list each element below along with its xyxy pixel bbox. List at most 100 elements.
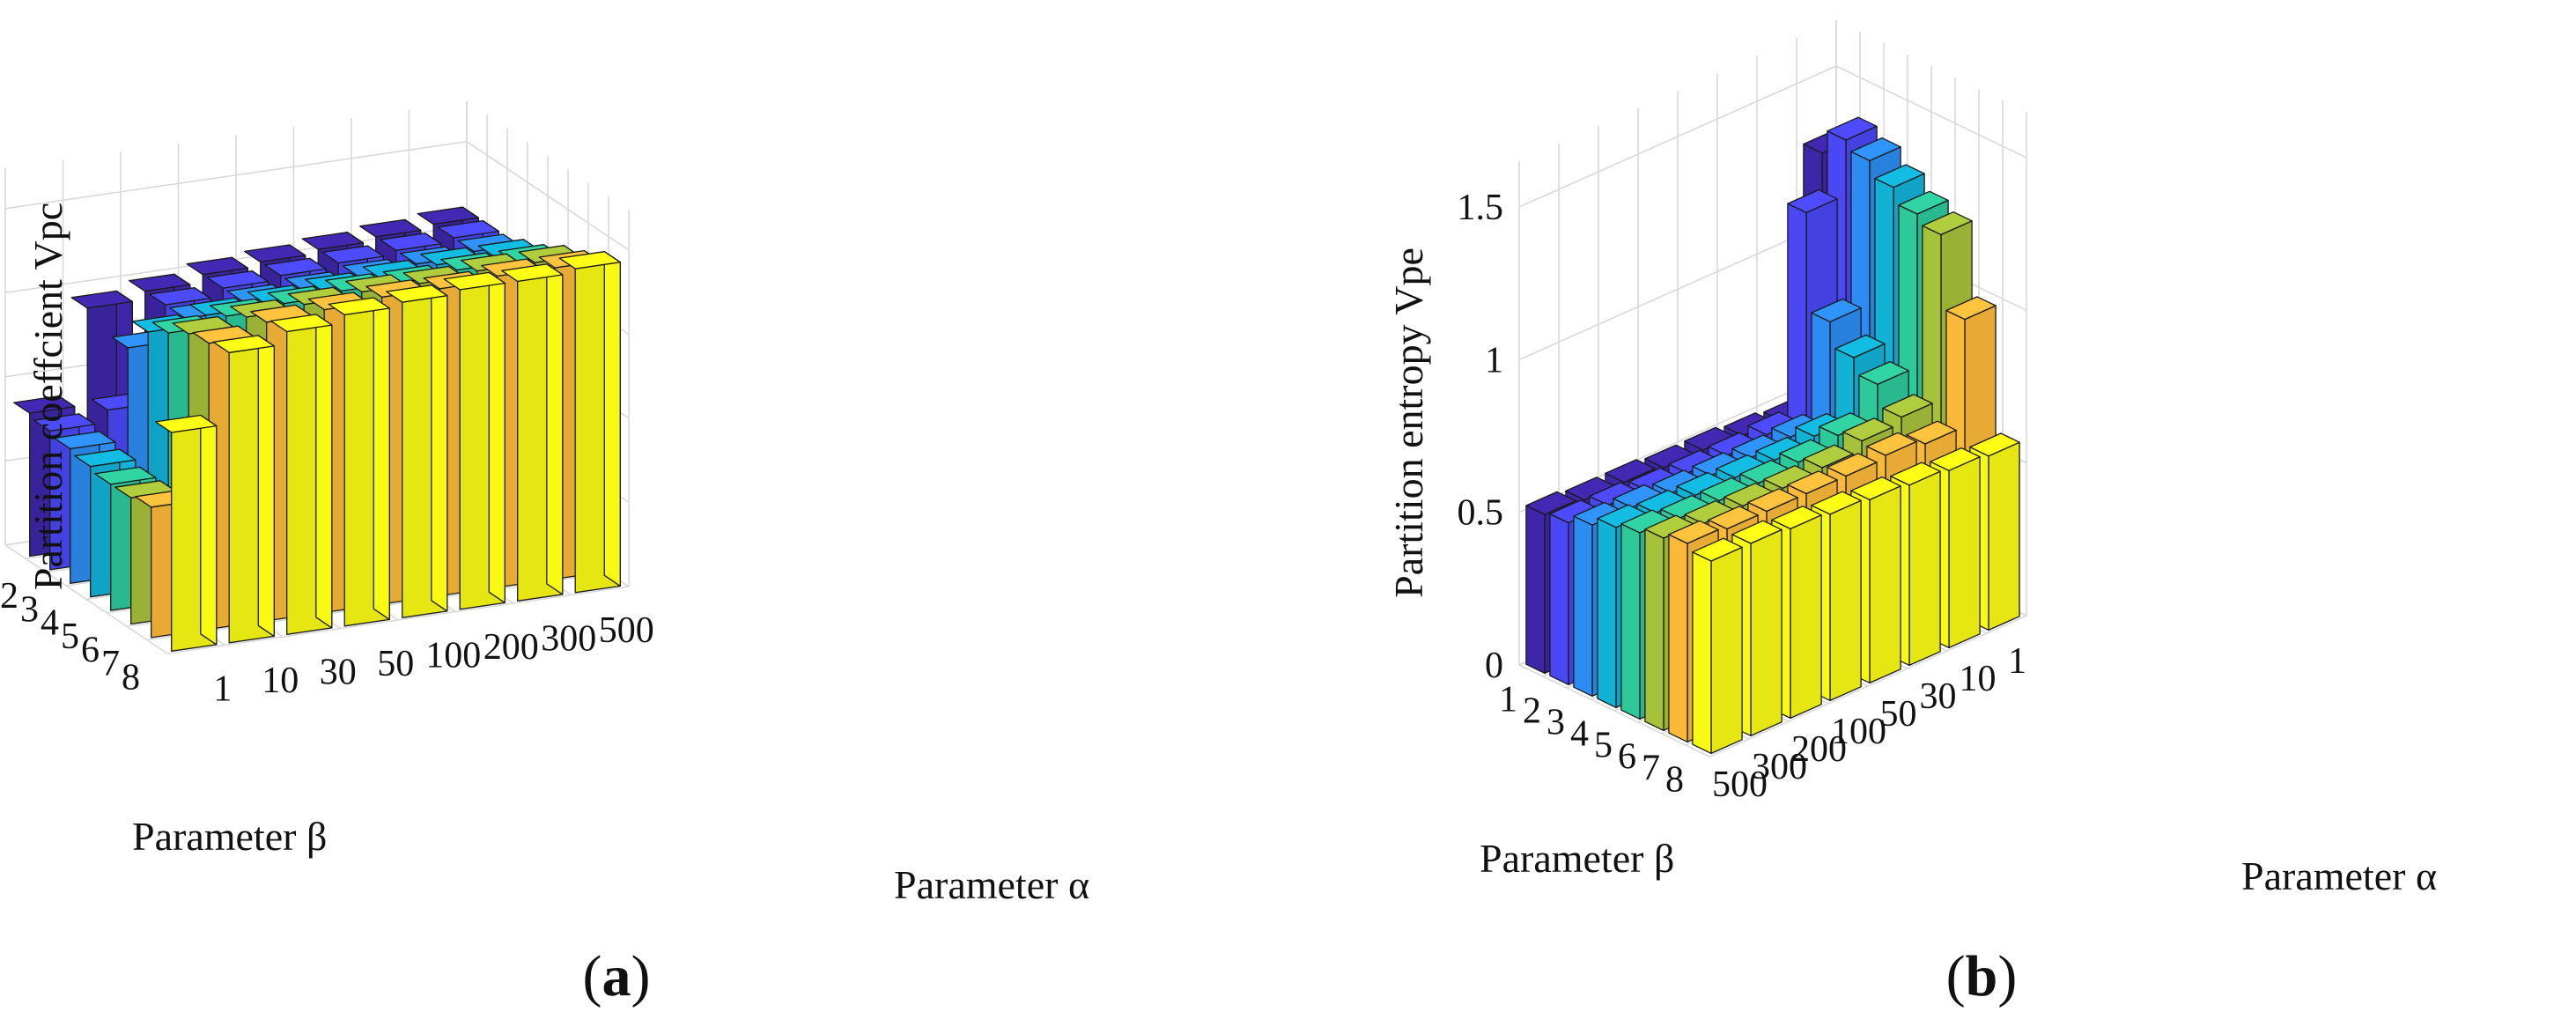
bar	[155, 414, 218, 652]
bar-face	[1829, 499, 1862, 702]
alpha-tick-label: 200	[1791, 729, 1847, 770]
alpha-tick-label: 1	[213, 668, 232, 709]
bar-face	[1573, 515, 1593, 698]
bar-face	[1750, 528, 1783, 737]
bar-top	[1945, 296, 1997, 321]
bar-top	[1850, 137, 1901, 162]
panel-label-a: (a)	[583, 944, 651, 1008]
bar-top	[270, 314, 333, 333]
bar-top	[149, 287, 211, 306]
bar-face	[1790, 514, 1822, 720]
bar-top	[437, 219, 499, 239]
bar-top	[1827, 116, 1878, 141]
bar-top	[70, 290, 133, 309]
bar	[270, 314, 333, 635]
bar-face	[1869, 485, 1901, 684]
panel-label-b: (b)	[1946, 944, 2018, 1008]
bar-top	[501, 263, 564, 283]
bar-top	[1827, 453, 1878, 477]
alpha-tick-label: 1	[2008, 641, 2026, 682]
bar-top	[1882, 394, 1933, 418]
alpha-tick-label: 100	[1831, 712, 1886, 752]
bar-face	[1620, 523, 1641, 720]
bar	[501, 263, 564, 602]
bar-face	[373, 297, 390, 621]
y-axis-label: Parameter β	[1480, 836, 1674, 881]
bar-top	[1930, 447, 1981, 471]
bar-top	[1906, 420, 1957, 445]
bar-top	[1787, 470, 1838, 495]
bar-face	[1549, 513, 1569, 686]
bar-top	[1850, 476, 1901, 501]
z-tick-label: 0.5	[1458, 493, 1504, 534]
x-axis-label: Parameter α	[894, 862, 1089, 907]
bar-top	[1803, 444, 1854, 469]
bar-top	[1668, 520, 1719, 544]
z-axis-label: Partition coeffcient Vpc	[26, 203, 70, 590]
bar-top	[186, 256, 248, 276]
bar-top	[13, 395, 76, 414]
beta-tick-label: 4	[41, 603, 59, 644]
bar-face	[315, 314, 333, 629]
bar-top	[1890, 462, 1941, 486]
chart-panel-a: 00.20.40.60.8110305010020030050012345678…	[0, 100, 1089, 1008]
bar-top	[386, 284, 448, 303]
bar-top	[1866, 432, 1917, 456]
bar-top	[1692, 537, 1743, 562]
bar-top	[1969, 432, 2020, 457]
bar-face	[431, 284, 448, 612]
bar-face	[1525, 505, 1546, 675]
alpha-tick-label: 30	[1920, 676, 1957, 717]
alpha-tick-label: 300	[541, 618, 596, 659]
beta-tick-label: 3	[20, 589, 39, 630]
panel-letter-a: a	[602, 944, 631, 1008]
bar-top	[1811, 298, 1862, 322]
bar-top	[212, 335, 275, 353]
bar-top	[155, 414, 218, 433]
bar-top	[1842, 417, 1893, 442]
bar-top	[244, 244, 306, 263]
bar-top	[1858, 360, 1909, 386]
bars	[13, 206, 621, 652]
bar	[212, 335, 275, 644]
beta-tick-label: 3	[1546, 703, 1565, 743]
bar-top	[1787, 188, 1838, 214]
bar	[443, 271, 506, 610]
beta-tick-label: 5	[61, 617, 79, 657]
alpha-tick-label: 50	[377, 644, 414, 684]
bar	[386, 284, 448, 618]
bar-top	[94, 466, 157, 485]
bar-face	[200, 414, 218, 646]
tick-labels: 00.20.40.60.8110305010020030050012345678	[0, 576, 654, 709]
bar-top	[264, 257, 327, 277]
bar-top	[443, 271, 506, 291]
bar-top	[1811, 491, 1862, 515]
beta-tick-label: 2	[0, 576, 18, 617]
bar-top	[74, 448, 137, 468]
grid-line	[1709, 615, 2027, 757]
alpha-tick-label: 300	[1752, 747, 1807, 787]
bar-top	[321, 245, 384, 264]
bar	[328, 297, 390, 627]
beta-tick-label: 8	[1665, 760, 1684, 801]
bar-face	[1908, 470, 1941, 667]
bar-face	[1948, 456, 1981, 649]
bar-top	[417, 206, 479, 225]
bar-top	[129, 273, 191, 292]
bar-top	[558, 251, 621, 270]
bars	[1525, 116, 2020, 755]
bar-top	[1605, 459, 1656, 484]
beta-tick-label: 5	[1594, 726, 1613, 766]
alpha-tick-label: 50	[1880, 694, 1917, 735]
bar-top	[1771, 506, 1822, 530]
bar-face	[546, 263, 564, 595]
bar-top	[54, 431, 116, 450]
bar-face	[603, 251, 621, 587]
alpha-tick-label: 10	[1960, 659, 1997, 699]
bar-top	[1874, 164, 1925, 188]
beta-tick-label: 2	[1523, 691, 1541, 732]
alpha-tick-label: 500	[1712, 764, 1768, 805]
bar-top	[1898, 190, 1949, 215]
